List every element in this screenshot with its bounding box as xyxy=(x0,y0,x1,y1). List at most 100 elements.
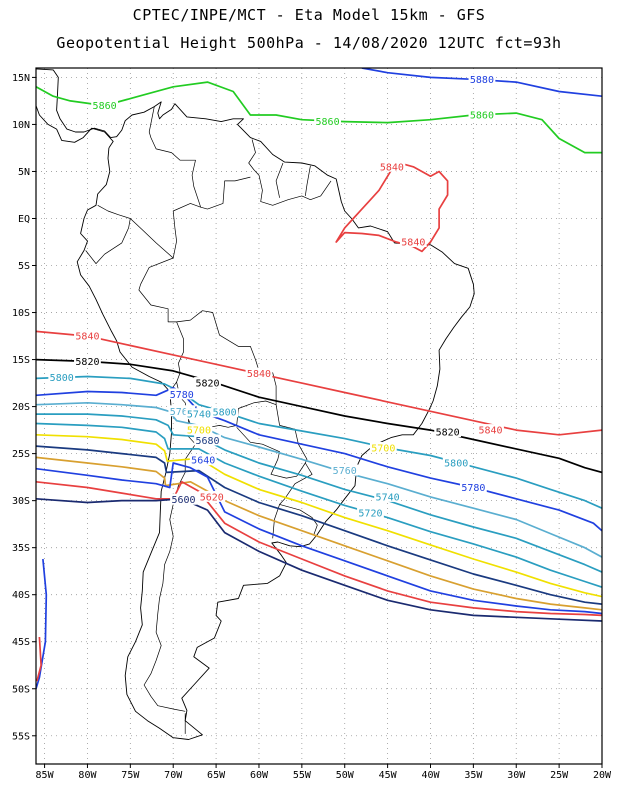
contour-label-5680: 5680 xyxy=(195,436,219,447)
axis-ticks: 85W 80W 75W 70W 65W 60W 55W 50W 45W 40W 35W 30W 25W 2… xyxy=(12,73,612,781)
map-title-line1: CPTEC/INPE/MCT - Eta Model 15km - GFS xyxy=(132,6,486,24)
contour-label-5700: 5700 xyxy=(371,443,395,454)
country-border xyxy=(97,203,201,259)
tick-label-lon: 70W xyxy=(164,770,183,781)
tick-label-lon: 30W xyxy=(507,770,526,781)
country-border xyxy=(85,218,131,264)
contour-line-5780 xyxy=(36,386,602,532)
contour-line-5720 xyxy=(36,422,602,589)
contour-label-bg xyxy=(189,454,217,466)
contour-line-5660 xyxy=(36,456,602,611)
contour-label-5840: 5840 xyxy=(478,426,502,437)
contour-line-5760 xyxy=(36,401,602,558)
coastline xyxy=(76,101,475,740)
contour-line-5700 xyxy=(36,433,602,598)
contour-label-5860: 5860 xyxy=(93,101,117,112)
tick-label-lat: 10S xyxy=(12,308,30,319)
contour-label-bg xyxy=(168,388,196,400)
contour-label-5600: 5600 xyxy=(171,495,195,506)
tick-label-lon: 20W xyxy=(593,770,612,781)
contour-line-5840 xyxy=(36,636,42,682)
contour-label-5800: 5800 xyxy=(50,373,74,384)
map-frame xyxy=(35,67,603,765)
country-border xyxy=(143,419,196,712)
country-border xyxy=(248,139,332,206)
contour-label-bg xyxy=(314,115,341,127)
contour-label-5840: 5840 xyxy=(247,369,271,380)
tick-label-lon: 85W xyxy=(36,770,55,781)
contour-label-5800: 5800 xyxy=(444,459,468,470)
contour-label-5840: 5840 xyxy=(401,238,425,249)
tick-label-lat: 15S xyxy=(12,355,30,366)
contour-label-bg xyxy=(74,330,101,342)
contour-label-5780: 5780 xyxy=(461,483,485,494)
contour-line-5620 xyxy=(36,480,602,617)
contour-label-bg xyxy=(170,493,197,505)
coastline xyxy=(36,68,111,138)
contour-label-bg xyxy=(194,377,221,389)
contour-label-5820: 5820 xyxy=(75,357,99,368)
contour-label-5640: 5640 xyxy=(191,456,215,467)
tick-label-lat: 35S xyxy=(12,543,30,554)
tick-label-lat: 5S xyxy=(18,261,30,272)
tick-label-lat: 45S xyxy=(12,637,30,648)
country-border xyxy=(236,404,308,479)
contour-label-5780: 5780 xyxy=(170,390,194,401)
tick-label-lat: 55S xyxy=(12,731,30,742)
country-border xyxy=(275,162,284,198)
contour-label-bg xyxy=(459,481,487,493)
contour-label-bg xyxy=(369,441,397,453)
contour-label-bg xyxy=(374,490,402,502)
coastline xyxy=(36,105,114,149)
contour-label-bg xyxy=(442,457,470,469)
contour-label-5860: 5860 xyxy=(316,117,340,128)
contour-line-5680 xyxy=(36,445,602,605)
contour-label-bg xyxy=(48,371,76,383)
contour-label-bg xyxy=(477,424,504,436)
tick-label-lon: 65W xyxy=(207,770,226,781)
country-border xyxy=(304,165,311,196)
contour-label-5820: 5820 xyxy=(436,427,460,438)
tick-label-lat: 50S xyxy=(12,684,30,695)
tick-label-lon: 50W xyxy=(336,770,355,781)
contour-line-5880 xyxy=(36,558,48,690)
contour-label-5740: 5740 xyxy=(187,410,211,421)
contour-line-5820 xyxy=(36,358,602,474)
contour-labels: 5880 5860 5860 5860 5840 5840 5840 5840 5840 5820… xyxy=(48,73,504,519)
contour-label-bg xyxy=(198,490,226,502)
country-border xyxy=(148,106,208,210)
contour-label-5880: 5880 xyxy=(470,75,494,86)
tick-label-lat: 20S xyxy=(12,402,30,413)
contour-label-bg xyxy=(185,408,213,420)
contour-line-5600 xyxy=(36,497,602,622)
contour-label-bg xyxy=(468,73,496,85)
tick-label-lon: 75W xyxy=(121,770,140,781)
tick-label-lat: EQ xyxy=(18,214,30,225)
tick-label-lon: 45W xyxy=(379,770,398,781)
contour-label-bg xyxy=(434,425,462,437)
tick-label-lat: 40S xyxy=(12,590,30,601)
contour-label-bg xyxy=(331,464,359,476)
tick-label-lon: 80W xyxy=(78,770,97,781)
map-title-line2: Geopotential Height 500hPa - 14/08/2020 … xyxy=(56,34,562,52)
contour-label-5760: 5760 xyxy=(333,466,357,477)
contour-label-5760: 5760 xyxy=(170,407,194,418)
tick-label-lat: 10N xyxy=(12,120,30,131)
tick-label-lon: 55W xyxy=(293,770,312,781)
contour-label-bg xyxy=(357,506,384,518)
contour-label-5700: 5700 xyxy=(187,426,211,437)
tick-label-lat: 15N xyxy=(12,73,30,84)
tick-label-lon: 60W xyxy=(250,770,269,781)
contour-line-5740 xyxy=(36,413,602,573)
contour-label-bg xyxy=(91,99,119,111)
tick-label-lat: 25S xyxy=(12,449,30,460)
contour-label-5860: 5860 xyxy=(470,111,494,122)
contour-label-bg xyxy=(245,367,273,379)
tick-label-lon: 40W xyxy=(421,770,440,781)
contour-label-5820: 5820 xyxy=(195,379,219,390)
contour-label-5720: 5720 xyxy=(358,508,382,519)
height-contours xyxy=(36,68,602,690)
contour-label-bg xyxy=(194,434,221,446)
contour-label-bg xyxy=(74,355,101,367)
country-border xyxy=(279,462,318,535)
